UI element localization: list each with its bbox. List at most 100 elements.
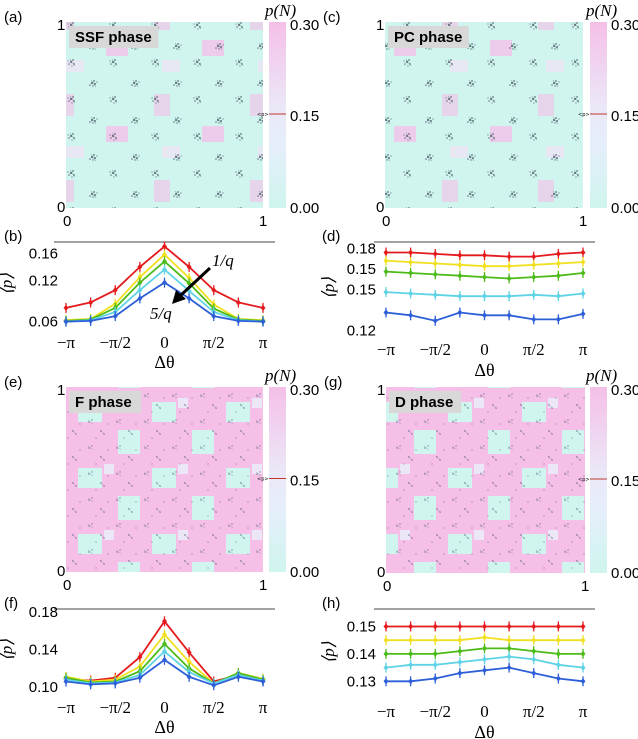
data-point bbox=[162, 266, 167, 273]
series-5 bbox=[383, 662, 586, 687]
data-point bbox=[383, 664, 389, 671]
data-point bbox=[137, 274, 143, 281]
colorbar-tick: 0.15 bbox=[290, 108, 319, 125]
series-1 bbox=[383, 621, 586, 632]
data-point bbox=[186, 274, 192, 281]
x-tick-label: −π/2 bbox=[100, 698, 131, 717]
data-point bbox=[457, 252, 463, 259]
colorbar: p(N)0.30 0.15 0.00 <p> bbox=[257, 366, 319, 581]
data-point bbox=[137, 263, 143, 270]
data-point bbox=[260, 678, 266, 685]
series-5 bbox=[63, 277, 266, 327]
data-point bbox=[555, 623, 561, 630]
data-point bbox=[482, 312, 487, 319]
data-point bbox=[531, 316, 537, 323]
data-point bbox=[162, 279, 167, 286]
panel-letter: (b) bbox=[4, 228, 22, 245]
heatmap-y-bottom-tick: 0 bbox=[57, 199, 65, 216]
y-tick-label: 0.06 bbox=[29, 314, 58, 331]
x-tick-label: π bbox=[259, 698, 268, 717]
heatmap-panel: (c) PC phase 1 00 1 p(N)0.30 0.15 0.00 <p> bbox=[323, 1, 638, 230]
series-5 bbox=[63, 654, 266, 691]
colorbar-tick: 0.15 bbox=[290, 473, 319, 490]
heatmap-x-right-tick: 1 bbox=[259, 213, 267, 230]
colorbar-mean-marker: <p> bbox=[257, 112, 269, 118]
phase-label-box bbox=[388, 26, 469, 48]
phase-label: PC phase bbox=[394, 29, 462, 46]
colorbar-gradient bbox=[269, 387, 286, 572]
data-point bbox=[383, 257, 389, 264]
colorbar-title: p(N) bbox=[585, 1, 618, 20]
data-point bbox=[555, 260, 561, 267]
data-point bbox=[432, 260, 438, 267]
colorbar-tick: 0.30 bbox=[290, 382, 319, 399]
data-point bbox=[482, 656, 487, 663]
data-point bbox=[580, 290, 586, 297]
data-point bbox=[457, 272, 463, 279]
x-tick-label: −π/2 bbox=[420, 702, 451, 721]
data-point bbox=[482, 293, 487, 300]
data-point bbox=[383, 268, 389, 275]
data-point bbox=[408, 270, 414, 276]
data-point bbox=[383, 309, 389, 316]
heatmap-x-right-tick: 1 bbox=[581, 578, 589, 595]
data-point bbox=[162, 251, 167, 258]
data-point bbox=[432, 250, 438, 257]
data-point bbox=[211, 287, 217, 294]
data-point bbox=[408, 623, 414, 630]
data-point bbox=[506, 275, 512, 282]
arrow-label-bottom: 5/q bbox=[150, 304, 172, 323]
colorbar: p(N)0.30 0.15 0.00 <p> bbox=[578, 366, 638, 582]
data-point bbox=[162, 258, 167, 265]
data-point bbox=[383, 678, 389, 685]
heatmap-panel: (e) F phase 1 00 1 p(N)0.30 0.15 0.00 <p> bbox=[4, 366, 319, 594]
data-point bbox=[531, 291, 537, 298]
data-point bbox=[555, 675, 561, 682]
data-point bbox=[457, 659, 463, 666]
data-point bbox=[383, 623, 389, 630]
y-tick-label: 0.18 bbox=[29, 604, 58, 621]
x-tick-label: π/2 bbox=[523, 702, 545, 721]
data-point bbox=[531, 274, 537, 281]
colorbar-title: p(N) bbox=[585, 366, 618, 385]
series-2 bbox=[383, 632, 586, 646]
x-tick-label: −π bbox=[57, 333, 76, 352]
data-point bbox=[580, 270, 586, 276]
y-axis-label: ⟨p⟩ bbox=[0, 273, 16, 295]
data-point bbox=[162, 618, 167, 625]
x-tick-label: 0 bbox=[160, 698, 169, 717]
heatmap-x-right-tick: 1 bbox=[259, 577, 267, 594]
arrow-shaft bbox=[178, 266, 212, 298]
data-point bbox=[531, 670, 537, 677]
x-tick-label: π/2 bbox=[203, 333, 225, 352]
data-point bbox=[383, 637, 389, 644]
data-point bbox=[408, 678, 414, 685]
panel-letter: (f) bbox=[4, 595, 18, 612]
data-point bbox=[383, 650, 389, 657]
x-tick-label: 0 bbox=[160, 333, 169, 352]
data-point bbox=[506, 293, 512, 300]
data-point bbox=[506, 253, 512, 260]
data-point bbox=[408, 290, 414, 297]
line-plot-panel: (d) 0.18 0.15 0.15 0.12−π −π/2 0 π/2 π Δθ ⟨p⟩ bbox=[319, 228, 595, 380]
colorbar-gradient bbox=[590, 387, 607, 573]
series-3 bbox=[383, 266, 586, 284]
data-point bbox=[162, 243, 167, 250]
colorbar-tick: 0.15 bbox=[611, 473, 638, 490]
data-point bbox=[235, 299, 241, 306]
data-point bbox=[432, 661, 438, 668]
phase-label-box bbox=[389, 391, 462, 413]
data-point bbox=[580, 310, 586, 317]
y-axis-label: ⟨p⟩ bbox=[319, 641, 338, 663]
panel-letter: (h) bbox=[322, 595, 340, 612]
heatmap-y-top-tick: 1 bbox=[376, 17, 384, 34]
data-point bbox=[580, 259, 586, 266]
data-point bbox=[137, 279, 143, 286]
y-tick-label: 0.12 bbox=[29, 273, 58, 290]
data-point bbox=[63, 678, 69, 685]
data-point bbox=[137, 295, 143, 302]
arrow-label-top: 1/q bbox=[212, 251, 234, 270]
heatmap-y-top-tick: 1 bbox=[377, 382, 385, 399]
panel-letter: (d) bbox=[322, 228, 340, 245]
colorbar-gradient bbox=[590, 22, 607, 208]
